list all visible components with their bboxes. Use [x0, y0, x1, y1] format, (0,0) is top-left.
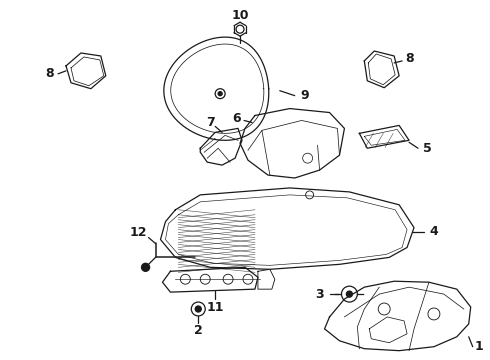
- Text: 8: 8: [45, 67, 53, 80]
- Text: 4: 4: [430, 225, 438, 238]
- Text: 8: 8: [405, 53, 414, 66]
- Text: 3: 3: [315, 288, 324, 301]
- Text: 1: 1: [474, 340, 483, 353]
- Text: 6: 6: [233, 112, 242, 125]
- Circle shape: [196, 306, 201, 312]
- Text: 2: 2: [194, 324, 203, 337]
- Circle shape: [346, 291, 352, 297]
- Text: 7: 7: [206, 116, 215, 129]
- Text: 10: 10: [231, 9, 249, 22]
- Circle shape: [218, 92, 222, 96]
- Text: 9: 9: [300, 89, 309, 102]
- Circle shape: [142, 264, 149, 271]
- Text: 11: 11: [206, 301, 224, 314]
- Text: 12: 12: [130, 226, 147, 239]
- Text: 5: 5: [422, 142, 431, 155]
